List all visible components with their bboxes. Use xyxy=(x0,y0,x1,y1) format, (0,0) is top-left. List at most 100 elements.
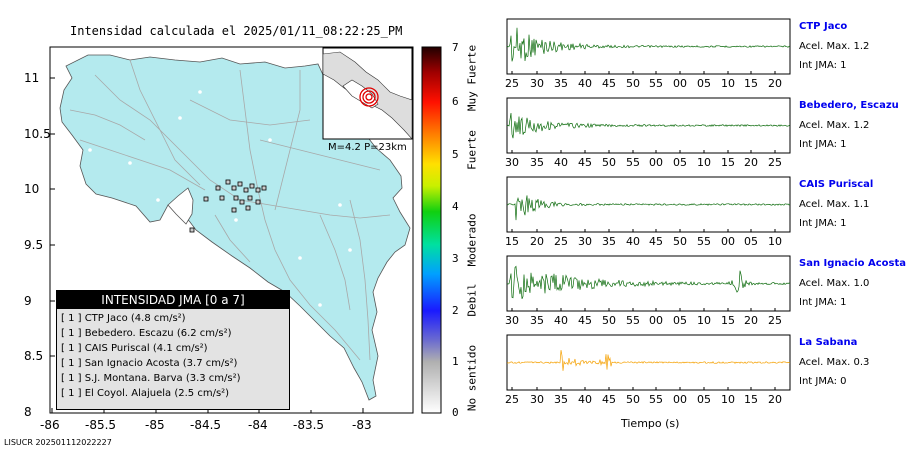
trace-tick-label: 00 xyxy=(721,235,735,248)
trace-tick-label: 20 xyxy=(744,314,758,327)
station-name: CTP Jaco xyxy=(799,21,848,32)
trace-tick-label: 55 xyxy=(649,393,663,406)
colorbar xyxy=(421,46,442,414)
trace-tick-label: 10 xyxy=(697,156,711,169)
traces-xlabel: Tiempo (s) xyxy=(621,417,680,430)
lat-tick: 11 xyxy=(24,71,40,85)
trace-tick-label: 50 xyxy=(602,156,616,169)
legend-row: [ 1 ] CAIS Puriscal (4.1 cm/s²) xyxy=(61,343,208,354)
trace-tick-label: 35 xyxy=(602,235,616,248)
trace-tick-label: 10 xyxy=(721,77,735,90)
trace-tick-label: 00 xyxy=(673,77,687,90)
legend-rows: [ 1 ] CTP Jaco (4.8 cm/s²) [ 1 ] Bebeder… xyxy=(61,313,241,403)
trace-tick-label: 55 xyxy=(626,314,640,327)
trace-tick-label: 55 xyxy=(649,77,663,90)
trace-tick-label: 00 xyxy=(649,156,663,169)
trace-tick-label: 25 xyxy=(768,156,782,169)
trace-tick-label: 05 xyxy=(673,156,687,169)
trace-tick-label: 30 xyxy=(578,235,592,248)
station-acel-max: Acel. Max. 1.1 xyxy=(799,199,870,210)
trace-tick-label: 25 xyxy=(505,77,519,90)
station-jma-intensity: Int JMA: 0 xyxy=(799,376,847,387)
lat-tick: 10 xyxy=(24,182,40,196)
legend-row: [ 1 ] CTP Jaco (4.8 cm/s²) xyxy=(61,313,186,324)
city-dots xyxy=(88,90,382,332)
trace-tick-label: 05 xyxy=(744,235,758,248)
legend-row: [ 1 ] San Ignacio Acosta (3.7 cm/s²) xyxy=(61,358,238,369)
station-jma-intensity: Int JMA: 1 xyxy=(799,297,847,308)
trace-tick-label: 20 xyxy=(768,393,782,406)
trace-tick-label: 35 xyxy=(530,314,544,327)
colorbar-tick: 6 xyxy=(452,95,459,108)
trace-tick-label: 05 xyxy=(697,77,711,90)
trace-tick-label: 55 xyxy=(697,235,711,248)
trace-tick-label: 10 xyxy=(697,314,711,327)
trace-tick-label: 35 xyxy=(554,393,568,406)
legend-row: [ 1 ] El Coyol. Alajuela (2.5 cm/s²) xyxy=(61,388,230,399)
trace-tick-label: 00 xyxy=(673,393,687,406)
lon-tick: -85.5 xyxy=(85,418,117,432)
trace-tick-label: 00 xyxy=(649,314,663,327)
lon-tick: -85 xyxy=(145,418,165,432)
trace-tick-label: 50 xyxy=(673,235,687,248)
trace-tick-label: 20 xyxy=(768,77,782,90)
waveform xyxy=(506,195,791,221)
colorbar-tick: 1 xyxy=(452,355,459,368)
lat-tick: 9.5 xyxy=(24,238,44,252)
lon-tick: -86 xyxy=(40,418,60,432)
colorbar-tick: 7 xyxy=(452,41,459,54)
trace-tick-label: 45 xyxy=(578,156,592,169)
trace-tick-label: 25 xyxy=(505,393,519,406)
trace-tick-label: 15 xyxy=(744,77,758,90)
legend-row: [ 1 ] Bebedero. Escazu (6.2 cm/s²) xyxy=(61,328,232,339)
trace-tick-label: 50 xyxy=(602,314,616,327)
waveform xyxy=(506,265,791,300)
trace-tick-label: 30 xyxy=(505,156,519,169)
trace-tick-label: 15 xyxy=(721,156,735,169)
colorbar-tick: 2 xyxy=(452,304,459,317)
trace-tick-label: 40 xyxy=(554,156,568,169)
trace-tick-label: 15 xyxy=(744,393,758,406)
roads xyxy=(69,59,391,361)
inset-epicenter xyxy=(359,87,379,107)
map-axis-ticks xyxy=(50,77,364,413)
trace-tick-label: 05 xyxy=(673,314,687,327)
footer-id: LISUCR 202501112022227 xyxy=(4,438,112,447)
station-name: CAIS Puriscal xyxy=(799,179,874,190)
legend-title: INTENSIDAD JMA [0 a 7] xyxy=(57,291,289,309)
trace-tick-label: 25 xyxy=(768,314,782,327)
trace-tick-label: 35 xyxy=(554,77,568,90)
station-jma-intensity: Int JMA: 1 xyxy=(799,218,847,229)
trace-tick-label: 45 xyxy=(649,235,663,248)
waveform xyxy=(506,350,791,371)
trace-tick-label: 40 xyxy=(578,393,592,406)
trace-tick-label: 40 xyxy=(578,77,592,90)
trace-tick-label: 35 xyxy=(530,156,544,169)
trace-tick-label: 50 xyxy=(626,77,640,90)
trace-tick-label: 15 xyxy=(721,314,735,327)
station-acel-max: Acel. Max. 0.3 xyxy=(799,357,870,368)
inset-magnitude-label: M=4.2 P=23km xyxy=(328,142,407,153)
waveform xyxy=(506,27,791,62)
trace-tick-label: 20 xyxy=(744,156,758,169)
map-title: Intensidad calculada el 2025/01/11_08:22… xyxy=(70,24,403,38)
trace-tick-label: 55 xyxy=(626,156,640,169)
waveform xyxy=(506,112,791,139)
lat-tick: 8 xyxy=(24,405,32,419)
colorbar-tick: 3 xyxy=(452,252,459,265)
colorbar-tick: 0 xyxy=(452,406,459,419)
lon-tick: -84 xyxy=(248,418,268,432)
trace-tick-label: 45 xyxy=(578,314,592,327)
legend-row: [ 1 ] S.J. Montana. Barva (3.3 cm/s²) xyxy=(61,373,241,384)
lat-tick: 10.5 xyxy=(24,127,51,141)
trace-tick-label: 10 xyxy=(768,235,782,248)
trace-tick-label: 40 xyxy=(554,314,568,327)
station-markers xyxy=(189,179,267,233)
trace-tick-label: 30 xyxy=(505,314,519,327)
lat-tick: 9 xyxy=(24,294,32,308)
colorbar-tick: 5 xyxy=(452,148,459,161)
intensity-legend: INTENSIDAD JMA [0 a 7] [ 1 ] CTP Jaco (4… xyxy=(56,290,290,410)
trace-tick-label: 20 xyxy=(530,235,544,248)
